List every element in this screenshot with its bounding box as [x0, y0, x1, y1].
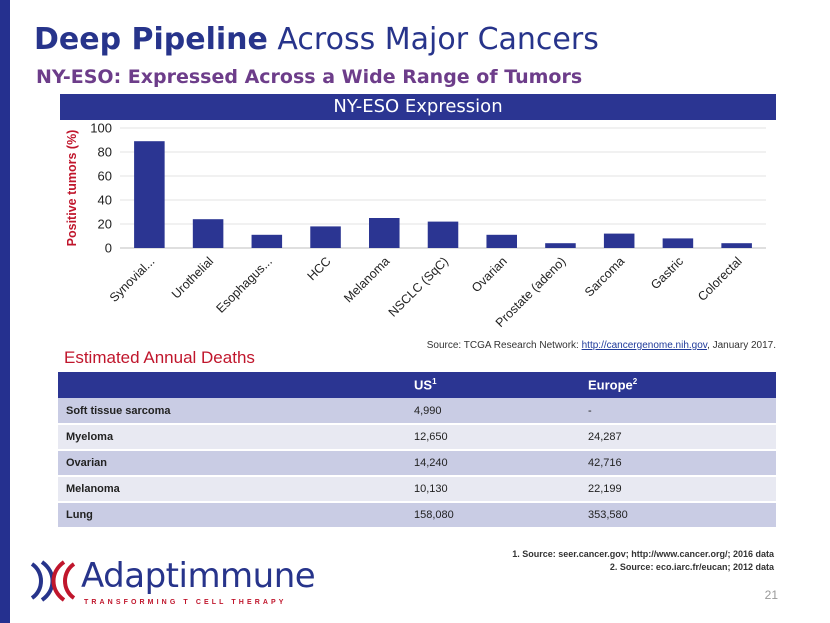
x-tick-label: Esophagus...	[213, 254, 274, 315]
x-tick-label: Sarcoma	[582, 254, 627, 299]
table-header-row: US1 Europe2	[58, 372, 776, 398]
cell-us: 14,240	[406, 450, 580, 477]
x-tick-label: HCC	[305, 254, 334, 283]
bar-chart: 0 20 40 60 80 100 Positive tumors (%) Synovial.…	[60, 120, 776, 328]
bar	[545, 243, 576, 248]
footnotes: 1. Source: seer.cancer.gov; http://www.c…	[512, 548, 774, 574]
title-rest: Across Major Cancers	[267, 22, 599, 57]
slide-title: Deep Pipeline Across Major Cancers	[34, 22, 599, 57]
header-name	[58, 372, 406, 398]
cell-cancer: Melanoma	[58, 476, 406, 503]
chart-title: NY-ESO Expression	[60, 94, 776, 120]
cell-us: 4,990	[406, 398, 580, 425]
x-tick-label: Synovial...	[107, 254, 158, 305]
cell-europe: 22,199	[580, 476, 776, 503]
y-tick-label: 0	[105, 241, 112, 256]
header-europe: Europe2	[580, 372, 776, 398]
cell-cancer: Ovarian	[58, 450, 406, 477]
logo-wordmark: Adaptimmune	[81, 556, 316, 596]
cell-cancer: Soft tissue sarcoma	[58, 398, 406, 425]
deaths-section-title: Estimated Annual Deaths	[64, 348, 255, 367]
table-row: Lung 158,080 353,580	[58, 502, 776, 529]
bar	[251, 234, 283, 248]
bar	[486, 234, 517, 248]
table-row: Myeloma 12,650 24,287	[58, 424, 776, 451]
y-tick-label: 60	[98, 169, 112, 184]
cell-europe: 42,716	[580, 450, 776, 477]
logo-tagline: TRANSFORMING T CELL THERAPY	[84, 599, 287, 606]
adaptimmune-mark-icon	[30, 560, 76, 602]
table-row: Melanoma 10,130 22,199	[58, 476, 776, 503]
header-europe-label: Europe	[588, 377, 633, 393]
y-tick-label: 100	[90, 121, 112, 136]
chart-svg: 0 20 40 60 80 100 Positive tumors (%) Synovial.…	[65, 121, 766, 328]
x-tick-label: Colorectal	[695, 254, 745, 304]
source-link[interactable]: http://cancergenome.nih.gov	[581, 340, 708, 351]
cell-europe: -	[580, 398, 776, 425]
page-number: 21	[764, 588, 778, 602]
cell-cancer: Myeloma	[58, 424, 406, 451]
x-tick-label: Urothelial	[169, 254, 216, 301]
header-us-sup: 1	[432, 377, 437, 387]
bar	[134, 141, 165, 248]
slide-subtitle: NY-ESO: Expressed Across a Wide Range of…	[36, 66, 583, 88]
x-tick-label: NSCLC (SqC)	[386, 254, 451, 319]
cell-us: 158,080	[406, 502, 580, 529]
header-europe-sup: 2	[632, 377, 638, 387]
left-accent-bar	[0, 0, 10, 623]
y-tick-label: 80	[98, 145, 112, 160]
bar	[310, 226, 341, 248]
cell-us: 12,650	[406, 424, 580, 451]
bar	[721, 243, 752, 248]
bar	[603, 233, 635, 248]
cell-europe: 24,287	[580, 424, 776, 451]
bar	[427, 221, 459, 248]
x-tick-label: Melanoma	[341, 254, 392, 305]
cell-europe: 353,580	[580, 502, 776, 529]
header-us-label: US	[414, 377, 433, 393]
y-axis-label: Positive tumors (%)	[65, 130, 79, 247]
cell-cancer: Lung	[58, 502, 406, 529]
source-suffix: , January 2017.	[707, 340, 776, 351]
table-row: Ovarian 14,240 42,716	[58, 450, 776, 477]
bar	[369, 218, 400, 248]
y-tick-label: 40	[98, 193, 112, 208]
y-tick-label: 20	[98, 217, 112, 232]
deaths-table: US1 Europe2 Soft tissue sarcoma 4,990 - …	[58, 372, 776, 529]
footnote-2: 2. Source: eco.iarc.fr/eucan; 2012 data	[609, 562, 774, 572]
source-prefix: Source: TCGA Research Network:	[426, 340, 582, 351]
table-row: Soft tissue sarcoma 4,990 -	[58, 398, 776, 425]
title-highlight: Deep Pipeline	[34, 22, 268, 57]
x-tick-label: Gastric	[648, 254, 686, 292]
chart-source-note: Source: TCGA Research Network: http://ca…	[427, 340, 776, 351]
x-tick-label: Ovarian	[469, 254, 510, 295]
bar	[192, 219, 224, 248]
bar	[662, 238, 694, 248]
cell-us: 10,130	[406, 476, 580, 503]
footnote-1: 1. Source: seer.cancer.gov; http://www.c…	[512, 549, 774, 559]
company-logo: Adaptimmune TRANSFORMING T CELL THERAPY	[26, 556, 316, 612]
header-us: US1	[406, 372, 580, 398]
